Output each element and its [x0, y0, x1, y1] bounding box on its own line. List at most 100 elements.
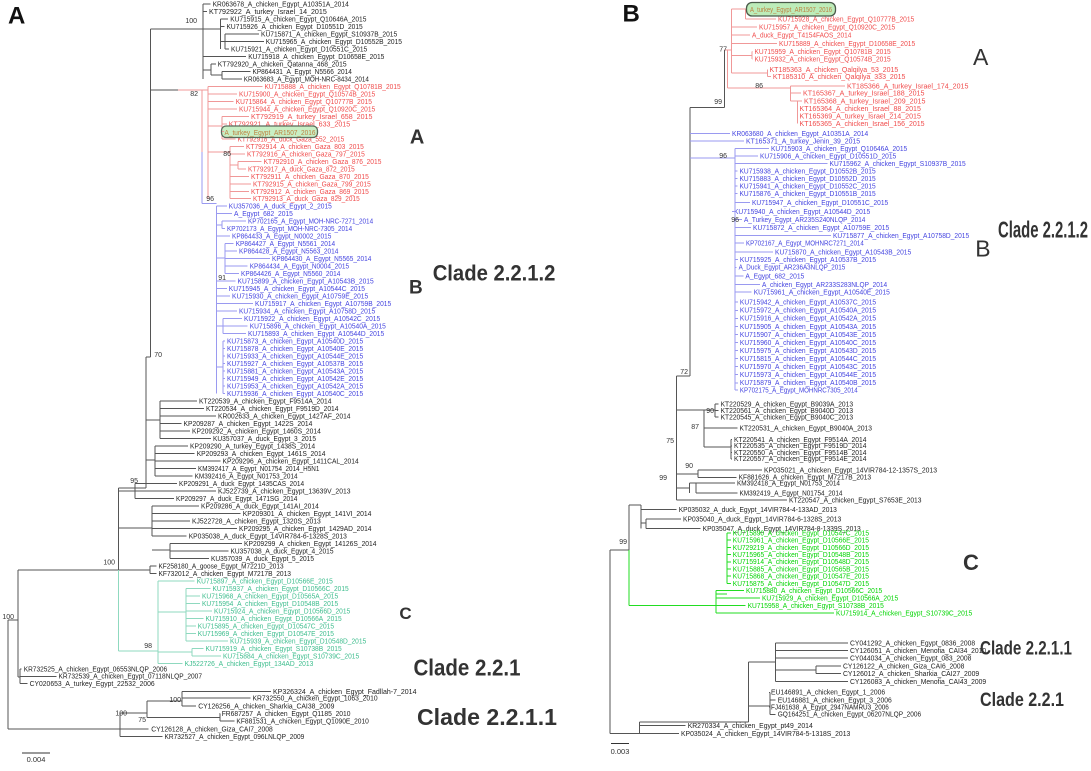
svg-text:KU715942_A_chicken_Egypt_A1053: KU715942_A_chicken_Egypt_A10537C_2015	[740, 300, 876, 307]
svg-text:KT220547_A_chicken_Egypt_S7653: KT220547_A_chicken_Egypt_S7653E_2013	[789, 497, 922, 504]
svg-text:CY041292_A_chicken_Egypt_0836_: CY041292_A_chicken_Egypt_0836_2008	[850, 640, 975, 647]
svg-text:CY126083_A_chicken_Menofia_CAI: CY126083_A_chicken_Menofia_CAI43_2009	[850, 679, 986, 686]
svg-text:KU715879_A_chicken_Egypt_A1054: KU715879_A_chicken_Egypt_A10540B_2015	[740, 380, 876, 387]
svg-text:KU715878_A_chicken_Egypt_A1054: KU715878_A_chicken_Egypt_A10540E_2015	[227, 346, 363, 353]
svg-text:KU715968_A_chicken_Egypt_D1056: KU715968_A_chicken_Egypt_D10565A_2015	[202, 593, 338, 600]
svg-text:100: 100	[115, 711, 127, 718]
svg-text:82: 82	[190, 91, 198, 98]
svg-text:KT185310_A_chicken_Qalqilya_33: KT185310_A_chicken_Qalqilya_333_2015	[773, 74, 906, 81]
svg-text:99: 99	[714, 99, 722, 106]
svg-text:KF881531_A_chicken_Egypt_Q1090: KF881531_A_chicken_Egypt_Q1090E_2010	[236, 718, 369, 725]
svg-text:A_turkey_Egypt_AR1507_2016: A_turkey_Egypt_AR1507_2016	[225, 130, 316, 137]
svg-text:B: B	[409, 278, 423, 299]
svg-text:KU715910_A_chicken_Egypt_D1056: KU715910_A_chicken_Egypt_D10566A_2015	[206, 616, 342, 623]
svg-text:KU715883_A_chicken_Egypt_D1055: KU715883_A_chicken_Egypt_D10552D_2015	[740, 176, 876, 183]
svg-text:CY044034_A_chicken_Egypt_083_2: CY044034_A_chicken_Egypt_083_2008	[850, 655, 971, 662]
svg-text:KU715815_A_chicken_Egypt_A1054: KU715815_A_chicken_Egypt_A10544C_2015	[740, 356, 876, 363]
svg-text:KR732539_A_chicken_Egypt_07118: KR732539_A_chicken_Egypt_07118NLQP_2007	[59, 674, 203, 681]
svg-text:GQ164251_A_chicken_Egypt_06207: GQ164251_A_chicken_Egypt_06207NLQP_2006	[778, 712, 922, 719]
svg-text:KU715929_A_chicken_Egypt_D1056: KU715929_A_chicken_Egypt_D10566A_2015	[762, 595, 898, 602]
svg-text:KU357038_A_duck_Egypt_4_2015: KU357038_A_duck_Egypt_4_2015	[231, 548, 334, 555]
svg-text:KU715940_A_chicken_Egypt_A1054: KU715940_A_chicken_Egypt_A10544D_2015	[734, 209, 870, 216]
svg-text:KP864426_A_Egypt_N5560_2014: KP864426_A_Egypt_N5560_2014	[241, 271, 340, 278]
svg-text:KU715933_A_chicken_Egypt_A1054: KU715933_A_chicken_Egypt_A10544E_2015	[227, 353, 363, 360]
svg-text:CY126012_A_chicken_Sharkia_CAI: CY126012_A_chicken_Sharkia_CAI27_2009	[843, 671, 979, 678]
svg-text:KP035040_A_duck_Egypt_14VIR784: KP035040_A_duck_Egypt_14VIR784-6-1328S_2…	[683, 516, 841, 523]
svg-text:KP035038_A_duck_Egypt_14VIR784: KP035038_A_duck_Egypt_14VIR784-6-1328S_2…	[189, 533, 347, 540]
svg-text:96: 96	[731, 217, 739, 224]
svg-text:KP702173_A_Egypt_MOH-NRC-7305_: KP702173_A_Egypt_MOH-NRC-7305_2014	[227, 226, 352, 233]
svg-text:Clade 2.2.1.2: Clade 2.2.1.2	[998, 217, 1088, 243]
svg-text:95: 95	[130, 478, 138, 485]
svg-text:87: 87	[691, 424, 699, 431]
svg-text:KU715949_A_chicken_Egypt_A1054: KU715949_A_chicken_Egypt_A10542E_2015	[227, 376, 363, 383]
svg-text:KU715927_A_chicken_Egypt_A1053: KU715927_A_chicken_Egypt_A10537B_2015	[227, 361, 363, 368]
svg-text:KT165365_A_chicken_Israel_156_: KT165365_A_chicken_Israel_156_2015	[800, 121, 925, 128]
svg-text:96: 96	[206, 196, 214, 203]
svg-text:KU729219_A_chicken_Egypt_D1056: KU729219_A_chicken_Egypt_D10566D_2015	[733, 545, 869, 552]
svg-text:KU715914_A_chicken_Egypt_S1073: KU715914_A_chicken_Egypt_S10739C_2015	[836, 610, 972, 617]
svg-text:KP209293_A_chicken_Egypt_1461S: KP209293_A_chicken_Egypt_1461S_2014	[197, 451, 326, 458]
svg-text:KU715965_A_chicken_Egypt_D1055: KU715965_A_chicken_Egypt_D10552B_2015	[266, 39, 402, 46]
svg-text:A_turkey_Egypt_AR1507_2016: A_turkey_Egypt_AR1507_2016	[750, 5, 832, 14]
svg-text:Clade 2.2.1: Clade 2.2.1	[980, 690, 1064, 711]
svg-text:KU715936_A_chicken_Egypt_A1054: KU715936_A_chicken_Egypt_A10540C_2015	[227, 391, 363, 398]
svg-text:KU715944_A_chicken_Egypt_Q1092: KU715944_A_chicken_Egypt_Q10920C_2015	[239, 106, 375, 113]
svg-text:KU715914_A_chicken_Egypt_D1054: KU715914_A_chicken_Egypt_D10548D_2015	[733, 559, 869, 566]
svg-text:KU715917_A_chicken_Egypt_A1075: KU715917_A_chicken_Egypt_A10759B_2015	[255, 301, 391, 308]
svg-text:KU715953_A_chicken_Egypt_A1054: KU715953_A_chicken_Egypt_A10542A_2015	[227, 383, 363, 390]
svg-text:0.004: 0.004	[27, 755, 46, 764]
svg-text:KP864428_A_Egypt_N5563_2014: KP864428_A_Egypt_N5563_2014	[239, 248, 338, 255]
svg-text:KT792917_A_duck_Gaza_872_2015: KT792917_A_duck_Gaza_872_2015	[248, 166, 355, 173]
svg-text:KP864430_A_Egypt_N5565_2014: KP864430_A_Egypt_N5565_2014	[272, 256, 371, 263]
svg-text:A_chicken_Egypt_AR233S283NLQP_: A_chicken_Egypt_AR233S283NLQP_2014	[762, 282, 887, 289]
svg-text:KU715958_A_chicken_Egypt_S1073: KU715958_A_chicken_Egypt_S10738B_2015	[748, 603, 884, 610]
svg-text:KU715965_A_chicken_Egypt_D1054: KU715965_A_chicken_Egypt_D10548B_2015	[733, 552, 869, 559]
svg-text:A_Egypt_682_2015: A_Egypt_682_2015	[234, 211, 293, 218]
svg-text:Clade 2.2.1: Clade 2.2.1	[414, 655, 521, 681]
svg-text:KU715945_A_chicken_Egypt_A1054: KU715945_A_chicken_Egypt_A10544C_2015	[229, 286, 365, 293]
svg-text:KU357039_A_duck_Egypt_5_2015: KU357039_A_duck_Egypt_5_2015	[211, 556, 314, 563]
svg-text:Clade 2.2.1.2: Clade 2.2.1.2	[433, 261, 556, 286]
svg-text:98: 98	[144, 643, 152, 650]
svg-text:KU715928_A_chicken_Egypt_Q1077: KU715928_A_chicken_Egypt_Q10777B_2015	[778, 17, 914, 24]
svg-text:KT792922_A_turkey_Israel_14_20: KT792922_A_turkey_Israel_14_2015	[209, 9, 327, 16]
svg-text:KU715903_A_chicken_Egypt_Q1064: KU715903_A_chicken_Egypt_Q10646A_2015	[771, 146, 907, 153]
svg-text:KU715870_A_chicken_Egypt_A1054: KU715870_A_chicken_Egypt_A10543B_2015	[775, 250, 911, 257]
svg-text:KU715961_A_chicken_Egypt_A1054: KU715961_A_chicken_Egypt_A10540E_2015	[754, 290, 890, 297]
svg-text:KU715957_A_chicken_Egypt_Q1092: KU715957_A_chicken_Egypt_Q10920C_2015	[759, 24, 895, 31]
svg-text:CY126256_A_chicken_Sharkia_CAI: CY126256_A_chicken_Sharkia_CAI38_2009	[198, 704, 334, 711]
svg-text:KU715926_A_chicken_Egypt_D1055: KU715926_A_chicken_Egypt_D10551D_2015	[227, 24, 363, 31]
svg-text:KU715916_A_chicken_Egypt_A1054: KU715916_A_chicken_Egypt_A10542A_2015	[740, 316, 876, 323]
svg-text:KU715969_A_chicken_Egypt_D1054: KU715969_A_chicken_Egypt_D10547E_2015	[198, 631, 334, 638]
svg-text:B: B	[975, 235, 990, 261]
svg-text:KR732527_A_chicken_Egypt_096LN: KR732527_A_chicken_Egypt_096LNLQP_2009	[165, 734, 305, 741]
svg-text:100: 100	[185, 18, 197, 25]
svg-text:99: 99	[659, 475, 667, 482]
svg-text:KP326324_A_chicken_Egypt_Fadll: KP326324_A_chicken_Egypt_Fadllah-7_2014	[273, 689, 417, 696]
svg-text:KU715959_A_chicken_Egypt_Q1078: KU715959_A_chicken_Egypt_Q10781B_2015	[755, 49, 891, 56]
svg-text:B: B	[623, 1, 640, 28]
svg-text:KJ522739_A_chicken_Egypt_13639: KJ522739_A_chicken_Egypt_13639V_2013	[218, 488, 351, 495]
svg-text:KP209292_A_chicken_Egypt_1460S: KP209292_A_chicken_Egypt_1460S_2014	[192, 428, 321, 435]
svg-text:KP209291_A_duck_Egypt_1435CAS_: KP209291_A_duck_Egypt_1435CAS_2014	[179, 481, 304, 488]
svg-text:KU715893_A_chicken_Egypt_A1054: KU715893_A_chicken_Egypt_A10544D_2015	[248, 331, 384, 338]
svg-text:KP209296_A_chicken_Egypt_1411C: KP209296_A_chicken_Egypt_1411CAL_2014	[223, 458, 359, 465]
svg-text:KP702175_A_Egypt_MOHNRC7305_20: KP702175_A_Egypt_MOHNRC7305_2014	[740, 388, 858, 395]
svg-text:KU715871_A_chicken_Egypt_S1093: KU715871_A_chicken_Egypt_S10937B_2015	[261, 31, 397, 38]
svg-text:75: 75	[138, 717, 146, 724]
svg-text:KT792911_A_chicken_Gaza_870_20: KT792911_A_chicken_Gaza_870_2015	[251, 174, 369, 181]
svg-text:KF258180_A_goose_Egypt_M7221D_: KF258180_A_goose_Egypt_M7221D_2013	[159, 563, 284, 570]
svg-text:KU715932_A_chicken_Egypt_Q1057: KU715932_A_chicken_Egypt_Q10574B_2015	[755, 57, 891, 64]
svg-text:EU146881_A_chicken_Egypt_3_200: EU146881_A_chicken_Egypt_3_2006	[778, 697, 892, 704]
svg-text:KJ522728_A_chicken_Egypt_1320S: KJ522728_A_chicken_Egypt_1320S_2013	[192, 518, 321, 525]
svg-text:KU715947_A_chicken_Egypt_D1055: KU715947_A_chicken_Egypt_D10551C_2015	[752, 200, 888, 207]
svg-text:KU715925_A_chicken_Egypt_A1053: KU715925_A_chicken_Egypt_A10537B_2015	[740, 257, 876, 264]
svg-text:KT792921_A_turkey_Israel_633_2: KT792921_A_turkey_Israel_633_2015	[229, 121, 351, 128]
svg-text:KU715873_A_chicken_Egypt_A1054: KU715873_A_chicken_Egypt_A10540D_2015	[227, 338, 363, 345]
svg-text:KP035021_A_chicken_Egypt_14VIR: KP035021_A_chicken_Egypt_14VIR784-12-135…	[764, 467, 937, 474]
svg-text:KT220531_A_chicken_Egypt_B9040: KT220531_A_chicken_Egypt_B9040A_2013	[740, 426, 873, 433]
svg-text:KU715899_A_chicken_Egypt_A1054: KU715899_A_chicken_Egypt_A10543B_2015	[238, 278, 374, 285]
svg-text:90: 90	[685, 463, 693, 470]
svg-text:KU715881_A_chicken_Egypt_A1054: KU715881_A_chicken_Egypt_A10543A_2015	[227, 368, 363, 375]
